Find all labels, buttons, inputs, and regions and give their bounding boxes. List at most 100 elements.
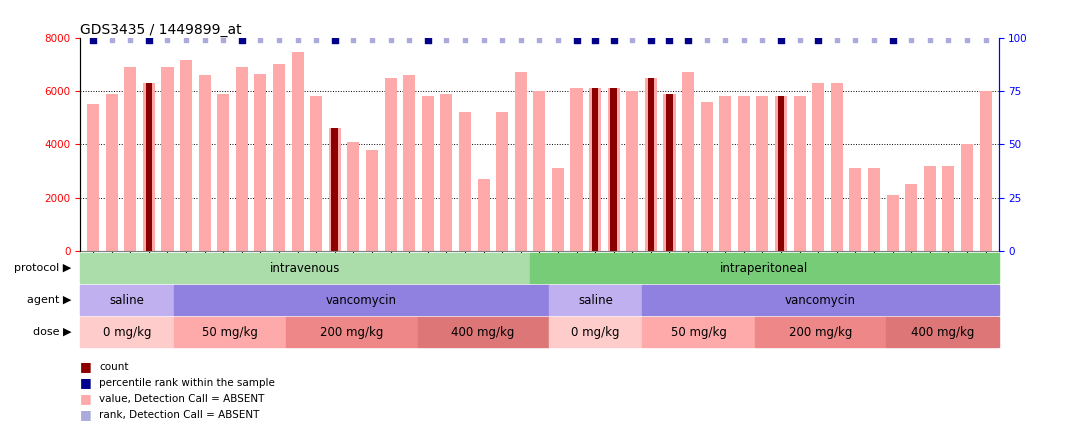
Text: dose ▶: dose ▶ — [33, 327, 72, 337]
Text: 400 mg/kg: 400 mg/kg — [911, 325, 974, 339]
Text: count: count — [99, 362, 129, 372]
Text: intraperitoneal: intraperitoneal — [720, 262, 808, 275]
Bar — [88, 104, 99, 251]
Bar — [643, 285, 999, 315]
Point — [252, 36, 269, 44]
Bar — [906, 184, 917, 251]
Bar — [217, 94, 230, 251]
Point — [624, 36, 641, 44]
Point — [84, 36, 101, 44]
Bar — [199, 75, 210, 251]
Bar — [775, 96, 787, 251]
Bar — [778, 96, 784, 251]
Bar — [80, 285, 174, 315]
Bar — [608, 88, 619, 251]
Text: vancomycin: vancomycin — [785, 293, 857, 307]
Point — [810, 36, 827, 44]
Point — [345, 36, 362, 44]
Bar — [738, 96, 750, 251]
Point — [922, 36, 939, 44]
Point — [549, 36, 566, 44]
Bar — [329, 128, 341, 251]
Bar — [570, 88, 582, 251]
Bar — [80, 254, 530, 283]
Bar — [886, 195, 898, 251]
Text: protocol ▶: protocol ▶ — [14, 263, 72, 273]
Text: percentile rank within the sample: percentile rank within the sample — [99, 378, 276, 388]
Point — [940, 36, 957, 44]
Text: 200 mg/kg: 200 mg/kg — [320, 325, 383, 339]
Text: vancomycin: vancomycin — [326, 293, 397, 307]
Text: 0 mg/kg: 0 mg/kg — [103, 325, 152, 339]
Point — [679, 36, 696, 44]
Bar — [961, 144, 973, 251]
Bar — [161, 67, 173, 251]
Point — [829, 36, 846, 44]
Point — [772, 36, 789, 44]
Text: 0 mg/kg: 0 mg/kg — [571, 325, 619, 339]
Point — [122, 36, 139, 44]
Bar — [384, 78, 396, 251]
Text: ■: ■ — [80, 408, 92, 421]
Bar — [552, 168, 564, 251]
Bar — [549, 317, 643, 347]
Point — [215, 36, 232, 44]
Bar — [611, 88, 617, 251]
Bar — [682, 72, 694, 251]
Bar — [286, 317, 418, 347]
Bar — [645, 78, 657, 251]
Bar — [418, 317, 549, 347]
Point — [606, 36, 623, 44]
Point — [197, 36, 214, 44]
Bar — [347, 142, 360, 251]
Point — [438, 36, 455, 44]
Point — [977, 36, 994, 44]
Bar — [515, 72, 527, 251]
Bar — [106, 94, 117, 251]
Bar — [979, 91, 991, 251]
Point — [531, 36, 548, 44]
Point — [233, 36, 250, 44]
Text: rank, Detection Call = ABSENT: rank, Detection Call = ABSENT — [99, 410, 260, 420]
Text: 50 mg/kg: 50 mg/kg — [202, 325, 258, 339]
Point — [456, 36, 473, 44]
Point — [568, 36, 585, 44]
Text: saline: saline — [578, 293, 613, 307]
Bar — [254, 74, 267, 251]
Bar — [366, 150, 378, 251]
Point — [568, 36, 585, 44]
Bar — [145, 83, 153, 251]
Text: ■: ■ — [80, 360, 92, 373]
Bar — [849, 168, 862, 251]
Bar — [794, 96, 805, 251]
Point — [661, 36, 678, 44]
Bar — [440, 94, 453, 251]
Point — [84, 36, 101, 44]
Point — [420, 36, 437, 44]
Bar — [663, 94, 676, 251]
Bar — [530, 254, 999, 283]
Point — [159, 36, 176, 44]
Bar — [477, 179, 489, 251]
Point — [586, 36, 603, 44]
Point — [958, 36, 975, 44]
Point — [140, 36, 157, 44]
Bar — [292, 52, 303, 251]
Bar — [626, 91, 639, 251]
Bar — [180, 60, 192, 251]
Text: ■: ■ — [80, 376, 92, 389]
Point — [606, 36, 623, 44]
Bar — [719, 96, 732, 251]
Text: intravenous: intravenous — [270, 262, 341, 275]
Point — [735, 36, 752, 44]
Text: ■: ■ — [80, 392, 92, 405]
Text: agent ▶: agent ▶ — [27, 295, 72, 305]
Bar — [422, 96, 434, 251]
Point — [177, 36, 194, 44]
Point — [513, 36, 530, 44]
Text: 50 mg/kg: 50 mg/kg — [671, 325, 726, 339]
Point — [661, 36, 678, 44]
Point — [847, 36, 864, 44]
Bar — [174, 317, 286, 347]
Bar — [831, 83, 843, 251]
